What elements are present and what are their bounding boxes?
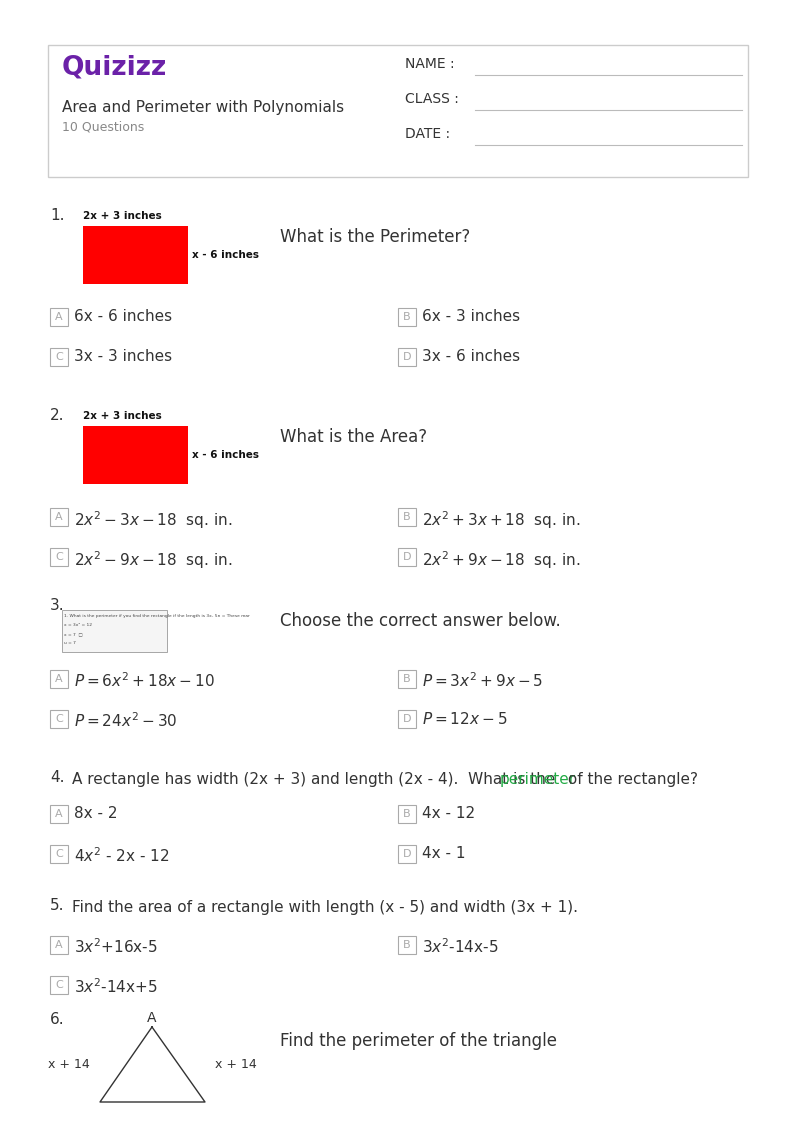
- Text: $2x^2 - 3x - 18$  sq. in.: $2x^2 - 3x - 18$ sq. in.: [74, 509, 233, 531]
- FancyBboxPatch shape: [398, 710, 416, 728]
- FancyBboxPatch shape: [398, 935, 416, 955]
- Text: C: C: [55, 714, 63, 724]
- Text: x = 3x² = 12: x = 3x² = 12: [64, 623, 92, 627]
- FancyBboxPatch shape: [398, 308, 416, 326]
- FancyBboxPatch shape: [398, 348, 416, 366]
- FancyBboxPatch shape: [50, 844, 68, 862]
- FancyBboxPatch shape: [50, 308, 68, 326]
- Text: A: A: [56, 312, 63, 322]
- Text: DATE :: DATE :: [405, 127, 450, 141]
- Text: 5.: 5.: [50, 898, 64, 913]
- Text: Find the perimeter of the triangle: Find the perimeter of the triangle: [280, 1032, 557, 1050]
- Text: Quizizz: Quizizz: [62, 55, 168, 81]
- Text: C: C: [55, 980, 63, 990]
- Text: $3x^2$-14x+5: $3x^2$-14x+5: [74, 977, 158, 996]
- Text: 4x - 1: 4x - 1: [422, 846, 465, 861]
- FancyBboxPatch shape: [50, 548, 68, 566]
- Text: 4x - 12: 4x - 12: [422, 806, 475, 821]
- Text: 2x + 3 inches: 2x + 3 inches: [83, 411, 162, 421]
- Text: A: A: [56, 809, 63, 819]
- Text: $2x^2 + 3x + 18$  sq. in.: $2x^2 + 3x + 18$ sq. in.: [422, 509, 580, 531]
- Text: $P = 12x - 5$: $P = 12x - 5$: [422, 711, 507, 727]
- Text: Find the area of a rectangle with length (x - 5) and width (3x + 1).: Find the area of a rectangle with length…: [72, 900, 578, 915]
- Text: $P = 3x^2 + 9x - 5$: $P = 3x^2 + 9x - 5$: [422, 672, 543, 690]
- Text: A: A: [56, 674, 63, 684]
- FancyBboxPatch shape: [50, 508, 68, 526]
- Text: x + 14: x + 14: [215, 1058, 256, 1070]
- Text: C: C: [55, 553, 63, 562]
- FancyBboxPatch shape: [62, 610, 167, 652]
- FancyBboxPatch shape: [398, 508, 416, 526]
- Bar: [83, 426, 188, 484]
- FancyBboxPatch shape: [50, 670, 68, 688]
- Text: 8x - 2: 8x - 2: [74, 806, 118, 821]
- Text: What is the Perimeter?: What is the Perimeter?: [280, 228, 470, 246]
- Text: x - 6 inches: x - 6 inches: [192, 450, 259, 460]
- Text: 2.: 2.: [50, 408, 64, 423]
- Text: CLASS :: CLASS :: [405, 92, 459, 106]
- Text: $3x^2$+16x-5: $3x^2$+16x-5: [74, 937, 158, 956]
- Text: 6x - 3 inches: 6x - 3 inches: [422, 309, 520, 325]
- Text: A rectangle has width (2x + 3) and length (2x - 4).  What is the: A rectangle has width (2x + 3) and lengt…: [72, 772, 561, 787]
- FancyBboxPatch shape: [398, 548, 416, 566]
- Text: $P = 24x^2 - 30$: $P = 24x^2 - 30$: [74, 711, 177, 730]
- Text: 3x - 3 inches: 3x - 3 inches: [74, 349, 172, 364]
- FancyBboxPatch shape: [50, 976, 68, 994]
- Text: C: C: [55, 351, 63, 362]
- FancyBboxPatch shape: [50, 935, 68, 955]
- Text: B: B: [403, 674, 410, 684]
- Text: $4x^2$ - 2x - 12: $4x^2$ - 2x - 12: [74, 846, 170, 865]
- Text: Choose the correct answer below.: Choose the correct answer below.: [280, 612, 561, 630]
- Text: Area and Perimeter with Polynomials: Area and Perimeter with Polynomials: [62, 100, 344, 115]
- Text: D: D: [403, 849, 411, 859]
- Text: A: A: [56, 512, 63, 522]
- Text: What is the Area?: What is the Area?: [280, 428, 427, 446]
- Text: D: D: [403, 351, 411, 362]
- Text: of the rectangle?: of the rectangle?: [563, 772, 698, 787]
- Text: B: B: [403, 940, 410, 950]
- Text: 6x - 6 inches: 6x - 6 inches: [74, 309, 172, 325]
- FancyBboxPatch shape: [50, 710, 68, 728]
- Text: C: C: [55, 849, 63, 859]
- Text: D: D: [403, 553, 411, 562]
- Text: 2x + 3 inches: 2x + 3 inches: [83, 211, 162, 221]
- Text: $P = 6x^2 + 18x - 10$: $P = 6x^2 + 18x - 10$: [74, 672, 215, 690]
- Text: NAME :: NAME :: [405, 57, 455, 71]
- Text: 4.: 4.: [50, 770, 64, 785]
- Text: $3x^2$-14x-5: $3x^2$-14x-5: [422, 937, 499, 956]
- FancyBboxPatch shape: [398, 805, 416, 823]
- Text: 3.: 3.: [50, 599, 64, 613]
- FancyBboxPatch shape: [50, 805, 68, 823]
- Text: 3x - 6 inches: 3x - 6 inches: [422, 349, 520, 364]
- Text: x = 7  □: x = 7 □: [64, 632, 83, 636]
- Text: 6.: 6.: [50, 1012, 64, 1028]
- Text: $2x^2 - 9x - 18$  sq. in.: $2x^2 - 9x - 18$ sq. in.: [74, 549, 233, 570]
- Text: A: A: [147, 1011, 156, 1025]
- Bar: [83, 226, 188, 284]
- Text: 1.: 1.: [50, 208, 64, 223]
- Text: A: A: [56, 940, 63, 950]
- Text: perimeter: perimeter: [500, 772, 576, 787]
- Text: D: D: [403, 714, 411, 724]
- Text: B: B: [403, 809, 410, 819]
- Text: x - 6 inches: x - 6 inches: [192, 250, 259, 261]
- Text: B: B: [403, 312, 410, 322]
- Text: B: B: [403, 512, 410, 522]
- Text: 1. What is the perimeter if you find the rectangle if the length is 3x- 5n = The: 1. What is the perimeter if you find the…: [64, 614, 250, 618]
- Text: $2x^2 + 9x - 18$  sq. in.: $2x^2 + 9x - 18$ sq. in.: [422, 549, 580, 570]
- FancyBboxPatch shape: [398, 844, 416, 862]
- FancyBboxPatch shape: [50, 348, 68, 366]
- Text: 10 Questions: 10 Questions: [62, 120, 145, 133]
- Text: x + 14: x + 14: [48, 1058, 90, 1070]
- FancyBboxPatch shape: [48, 45, 748, 177]
- FancyBboxPatch shape: [398, 670, 416, 688]
- Text: u = 7: u = 7: [64, 641, 76, 645]
